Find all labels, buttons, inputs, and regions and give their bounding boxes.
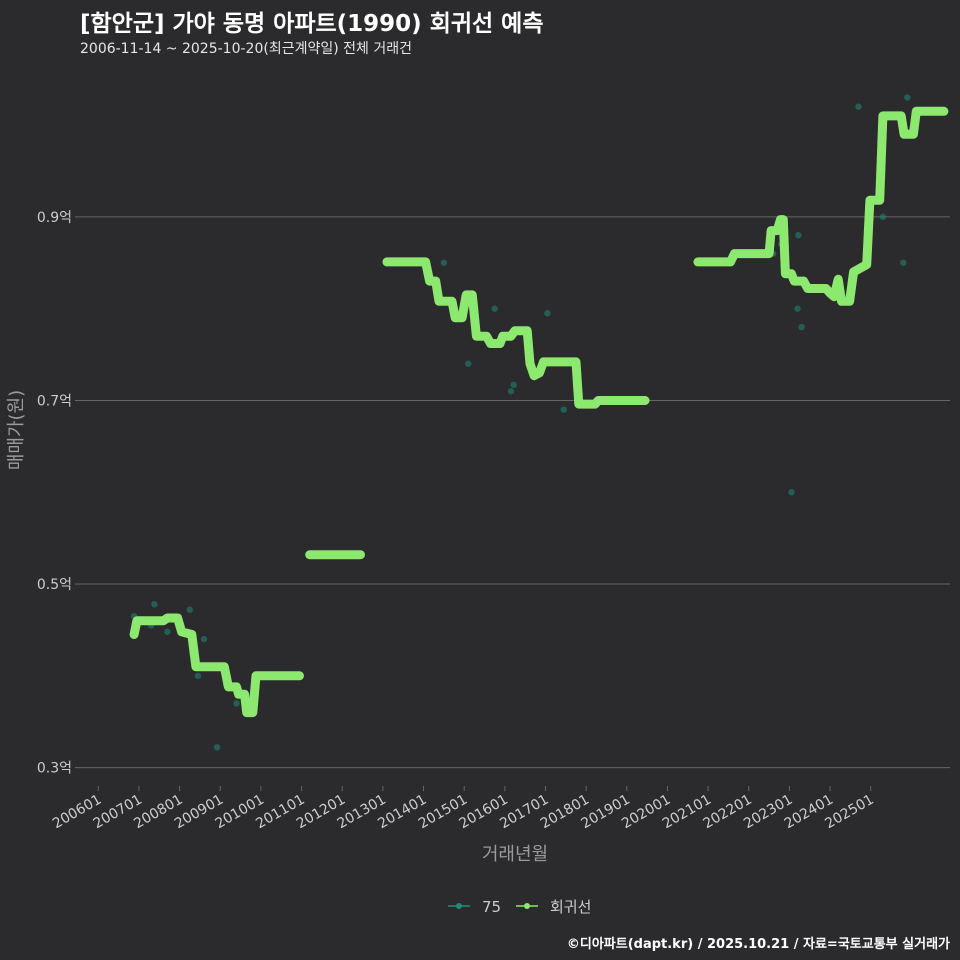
data-point — [879, 213, 887, 221]
y-tick-label: 0.5억 — [37, 577, 72, 593]
data-point — [794, 305, 801, 312]
legend-swatch-dot — [456, 903, 462, 909]
data-point — [213, 744, 221, 751]
y-axis-ticks: 0.3억 0.5억 0.7억 0.9억 — [37, 210, 80, 777]
data-point — [788, 489, 795, 496]
data-point — [507, 388, 515, 395]
regression-layer — [129, 106, 949, 718]
data-point — [544, 310, 551, 317]
y-tick-label: 0.9억 — [37, 210, 72, 226]
y-tick-label: 0.7억 — [37, 393, 72, 409]
regression-line — [382, 257, 650, 409]
legend-label: 회귀선 — [550, 898, 591, 916]
data-point — [233, 700, 240, 707]
x-axis-ticks: 2006012007012008012009012010012011012012… — [50, 786, 877, 832]
y-axis-title: 매매가(원) — [6, 390, 27, 470]
chart-subtitle: 2006-11-14 ~ 2025-10-20(최근계약일) 전체 거래건 — [80, 41, 412, 57]
scatter-layer — [130, 94, 911, 751]
data-point — [510, 381, 517, 389]
data-point — [194, 672, 202, 680]
data-point — [904, 94, 911, 101]
legend: 75 회귀선 — [448, 898, 591, 916]
grid-layer — [80, 216, 950, 769]
data-point — [151, 601, 158, 608]
data-point — [164, 628, 171, 635]
data-point — [900, 259, 907, 266]
data-point — [465, 360, 472, 367]
data-point — [855, 103, 862, 110]
chart-title: [함안군] 가야 동명 아파트(1990) 회귀선 예측 — [80, 11, 544, 37]
data-point — [560, 406, 567, 413]
legend-label: 75 — [482, 898, 501, 916]
data-point — [440, 259, 448, 266]
regression-line — [129, 613, 304, 718]
x-axis-title: 거래년월 — [482, 844, 548, 865]
y-tick-label: 0.3억 — [37, 761, 72, 777]
data-point — [186, 606, 193, 613]
footer-credit: ©디아파트(dapt.kr) / 2025.10.21 / 자료=국토교통부 실… — [566, 937, 950, 952]
data-point — [798, 323, 805, 331]
data-point — [795, 232, 802, 239]
legend-swatch-dot — [524, 903, 530, 909]
data-point — [491, 305, 498, 312]
data-point — [200, 635, 208, 643]
regression-line — [693, 106, 949, 306]
